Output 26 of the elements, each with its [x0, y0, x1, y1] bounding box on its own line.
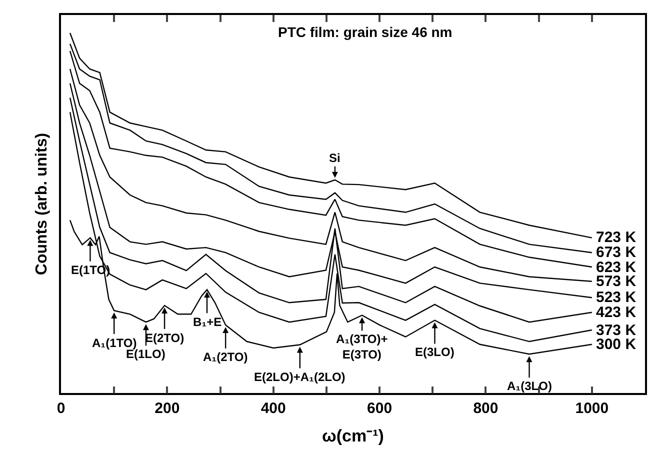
x-tick-label: 0 [56, 400, 66, 417]
series-label: 723 K [596, 229, 636, 246]
series-label: 673 K [596, 244, 636, 261]
x-tick-label: 800 [473, 400, 498, 417]
series-label: 523 K [596, 289, 636, 306]
annotation: E(2TO) [145, 331, 184, 345]
annotation: A₁(3LO) [507, 379, 552, 393]
series-label: 573 K [596, 273, 636, 290]
annotation: E(3LO) [415, 345, 454, 359]
chart-title: PTC film: grain size 46 nm [278, 24, 452, 40]
series-label: 300 K [596, 336, 636, 353]
x-tick-label: 200 [154, 400, 180, 417]
series-label: 623 K [596, 259, 636, 276]
annotation: Si [329, 151, 340, 165]
y-axis-title: Counts (arb. units) [34, 132, 51, 276]
annotation: B₁+E [193, 315, 222, 329]
annotation: A₁(2TO) [203, 350, 248, 364]
annotation: A₁(1TO) [92, 336, 137, 350]
x-tick-label: 400 [260, 400, 286, 417]
x-tick-label: 1000 [575, 400, 609, 417]
annotation: A₁(3TO)+ E(3TO) [336, 332, 388, 362]
x-axis-title: ω(cm⁻¹) [322, 426, 384, 446]
x-tick-label: 600 [367, 400, 392, 417]
series-label: 423 K [596, 304, 636, 321]
series-label: 373 K [596, 322, 636, 339]
annotation: E(2LO)+A₁(2LO) [254, 370, 346, 384]
